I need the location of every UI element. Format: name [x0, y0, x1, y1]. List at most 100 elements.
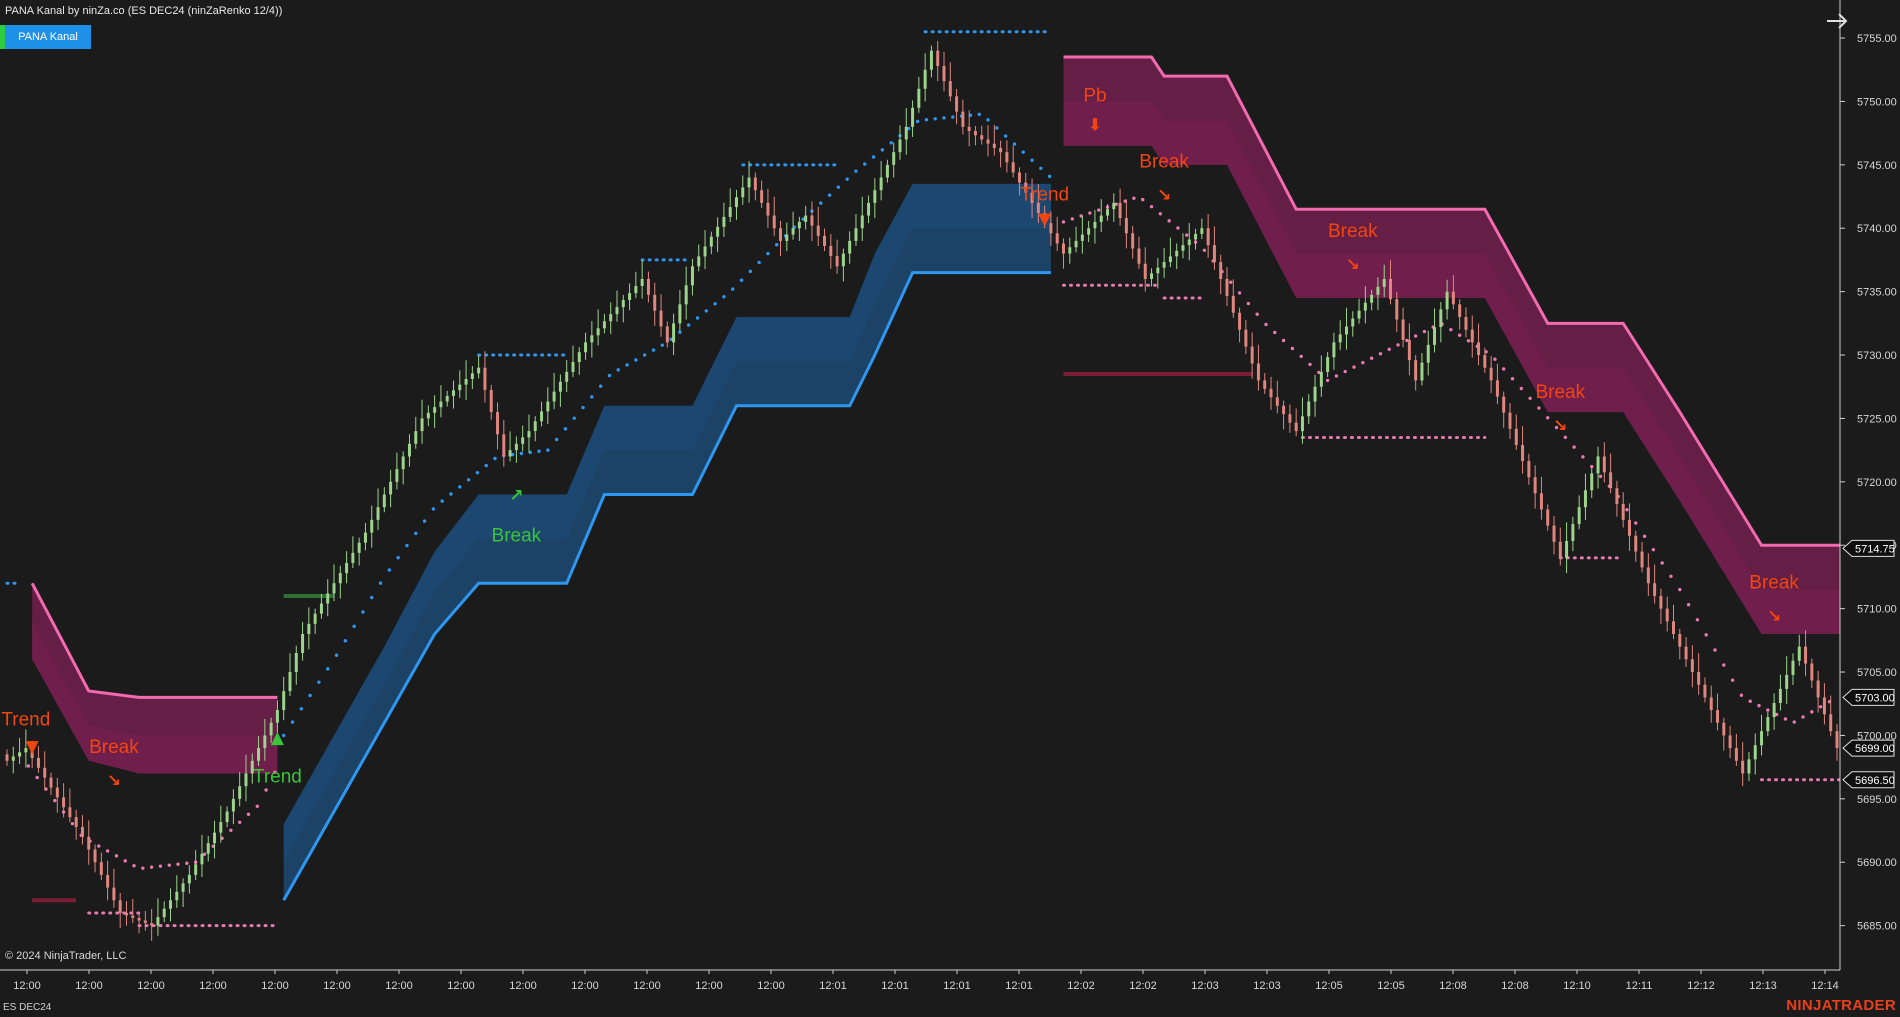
candle-body	[904, 126, 908, 140]
trailing-dot	[563, 427, 568, 431]
trailing-dot	[722, 295, 726, 299]
trailing-dot	[1510, 377, 1515, 381]
candle-body	[785, 234, 789, 241]
chart-title: PANA Kanal by ninZa.co (ES DEC24 (ninZaR…	[5, 5, 283, 17]
x-tick-label: 12:00	[509, 980, 537, 992]
candle-body	[1822, 697, 1826, 715]
trailing-dot	[625, 363, 629, 367]
trailing-dot	[167, 863, 171, 867]
trailing-dot	[1449, 327, 1453, 332]
trailing-dot	[1396, 343, 1400, 347]
trailing-dot	[237, 820, 242, 824]
candle-body	[502, 434, 506, 457]
x-tick-label: 12:00	[199, 980, 227, 992]
trailing-dot	[317, 680, 321, 684]
candle-body	[451, 390, 455, 396]
trailing-dot	[70, 821, 75, 826]
candle-body	[382, 494, 386, 508]
trailing-dot	[1704, 633, 1708, 637]
trailing-dot	[1686, 602, 1691, 607]
candle-body	[1143, 263, 1147, 279]
candle-body	[1697, 672, 1701, 685]
trailing-dot	[1625, 508, 1629, 512]
trailing-dot	[1264, 322, 1268, 327]
trailing-dot	[326, 667, 330, 671]
candle-body	[621, 300, 625, 308]
candle-body	[1433, 327, 1437, 345]
candle-body	[1590, 473, 1594, 491]
candle-body	[150, 923, 154, 926]
trailing-dot	[766, 251, 770, 256]
candle-body	[1464, 316, 1468, 330]
trailing-dot	[158, 864, 163, 868]
candle-body	[1194, 233, 1198, 240]
candle-body	[219, 822, 223, 833]
trailing-dot	[1422, 329, 1427, 334]
candle-body	[709, 236, 713, 247]
trailing-dot	[1554, 425, 1559, 430]
candle-body	[1521, 444, 1525, 462]
trailing-dot	[1730, 678, 1735, 682]
candle-body	[1716, 710, 1720, 723]
candle-body	[1684, 646, 1688, 660]
candle-body	[867, 202, 871, 216]
trailing-dot	[493, 456, 497, 461]
candle-body	[1326, 357, 1330, 372]
trailing-dot	[387, 568, 392, 572]
trailing-dot	[607, 373, 612, 378]
candle-body	[275, 710, 279, 723]
candle-body	[124, 912, 128, 916]
candle-body	[1640, 551, 1644, 568]
trailing-dot	[572, 416, 576, 420]
candle-body	[294, 653, 298, 673]
candle-body	[602, 321, 606, 329]
candle-body	[640, 278, 644, 286]
candle-body	[797, 221, 801, 229]
indicator-toggle-button[interactable]: PANA Kanal	[0, 25, 91, 49]
candle-body	[1565, 541, 1569, 558]
candle-body	[338, 573, 342, 584]
candle-body	[18, 752, 22, 757]
candle-body	[5, 754, 9, 761]
candle-body	[143, 920, 147, 924]
candle-body	[546, 401, 550, 412]
candle-body	[244, 773, 248, 787]
y-tick-label: 5735.00	[1857, 287, 1897, 299]
trailing-dot	[1493, 357, 1497, 361]
candle-body	[540, 411, 544, 422]
x-tick-label: 12:00	[13, 980, 41, 992]
candle-body	[1225, 278, 1229, 296]
candle-body	[1495, 380, 1499, 397]
y-tick-label: 5700.00	[1857, 730, 1897, 742]
trailing-dot	[458, 485, 462, 489]
candle-body	[942, 65, 946, 82]
candle-body	[24, 748, 28, 753]
candle-body	[1351, 318, 1355, 327]
candle-body	[766, 202, 770, 216]
candle-body	[1797, 646, 1801, 661]
trailing-dot	[422, 519, 427, 523]
trailing-dot	[370, 595, 374, 600]
candle-body	[1753, 745, 1757, 760]
candle-body	[986, 139, 990, 144]
arrow-right-icon[interactable]	[1822, 6, 1852, 36]
candle-body	[1835, 731, 1839, 749]
candle-body	[1200, 228, 1204, 234]
instrument-label: ES DEC24	[3, 1002, 52, 1013]
trailing-dot	[1317, 370, 1321, 375]
price-marker	[1842, 688, 1895, 706]
candle-body	[1627, 519, 1631, 536]
candle-body	[703, 246, 707, 257]
signal-label-trend: Trend	[1020, 184, 1069, 205]
trailing-dot	[731, 287, 735, 291]
trailing-dot	[590, 395, 594, 399]
x-tick-label: 12:00	[137, 980, 165, 992]
trailing-dot	[1766, 708, 1770, 712]
candle-body	[389, 481, 393, 495]
signal-arrow-icon: ▼	[1038, 209, 1052, 229]
candle-body	[854, 228, 858, 241]
candle-body	[628, 293, 632, 301]
candle-body	[1087, 228, 1091, 235]
candle-body	[967, 126, 971, 132]
